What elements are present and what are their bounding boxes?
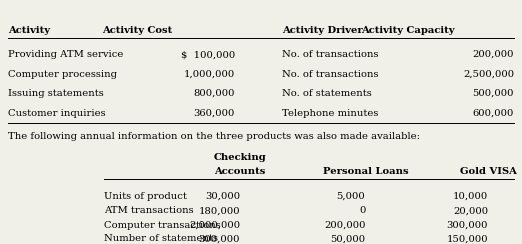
Text: Customer inquiries: Customer inquiries xyxy=(8,109,105,118)
Text: Computer transactions: Computer transactions xyxy=(104,221,221,230)
Text: The following annual information on the three products was also made available:: The following annual information on the … xyxy=(8,132,420,141)
Text: No. of transactions: No. of transactions xyxy=(282,50,378,59)
Text: 2,500,000: 2,500,000 xyxy=(463,70,514,79)
Text: 50,000: 50,000 xyxy=(330,234,365,243)
Text: 30,000: 30,000 xyxy=(205,192,240,201)
Text: 20,000: 20,000 xyxy=(453,206,488,215)
Text: 800,000: 800,000 xyxy=(193,89,235,98)
Text: 600,000: 600,000 xyxy=(473,109,514,118)
Text: 0: 0 xyxy=(359,206,365,215)
Text: Checking: Checking xyxy=(213,152,267,162)
Text: 360,000: 360,000 xyxy=(194,109,235,118)
Text: Providing ATM service: Providing ATM service xyxy=(8,50,123,59)
Text: Gold VISA: Gold VISA xyxy=(460,167,516,176)
Text: ATM transactions: ATM transactions xyxy=(104,206,194,215)
Text: Number of statements: Number of statements xyxy=(104,234,218,243)
Text: Personal Loans: Personal Loans xyxy=(323,167,408,176)
Text: Activity Capacity: Activity Capacity xyxy=(361,26,454,35)
Text: Units of product: Units of product xyxy=(104,192,187,201)
Text: $  100,000: $ 100,000 xyxy=(181,50,235,59)
Text: 5,000: 5,000 xyxy=(337,192,365,201)
Text: Telephone minutes: Telephone minutes xyxy=(282,109,378,118)
Text: Activity: Activity xyxy=(8,26,50,35)
Text: 300,000: 300,000 xyxy=(198,234,240,243)
Text: 180,000: 180,000 xyxy=(198,206,240,215)
Text: 200,000: 200,000 xyxy=(472,50,514,59)
Text: Activity Cost: Activity Cost xyxy=(102,26,172,35)
Text: Issuing statements: Issuing statements xyxy=(8,89,103,98)
Text: 150,000: 150,000 xyxy=(446,234,488,243)
Text: 10,000: 10,000 xyxy=(453,192,488,201)
Text: Activity Driver: Activity Driver xyxy=(282,26,363,35)
Text: 500,000: 500,000 xyxy=(472,89,514,98)
Text: No. of transactions: No. of transactions xyxy=(282,70,378,79)
Text: No. of statements: No. of statements xyxy=(282,89,372,98)
Text: Accounts: Accounts xyxy=(215,167,266,176)
Text: 2,000,000: 2,000,000 xyxy=(189,221,240,230)
Text: 300,000: 300,000 xyxy=(446,221,488,230)
Text: Computer processing: Computer processing xyxy=(8,70,117,79)
Text: 200,000: 200,000 xyxy=(324,221,365,230)
Text: 1,000,000: 1,000,000 xyxy=(184,70,235,79)
